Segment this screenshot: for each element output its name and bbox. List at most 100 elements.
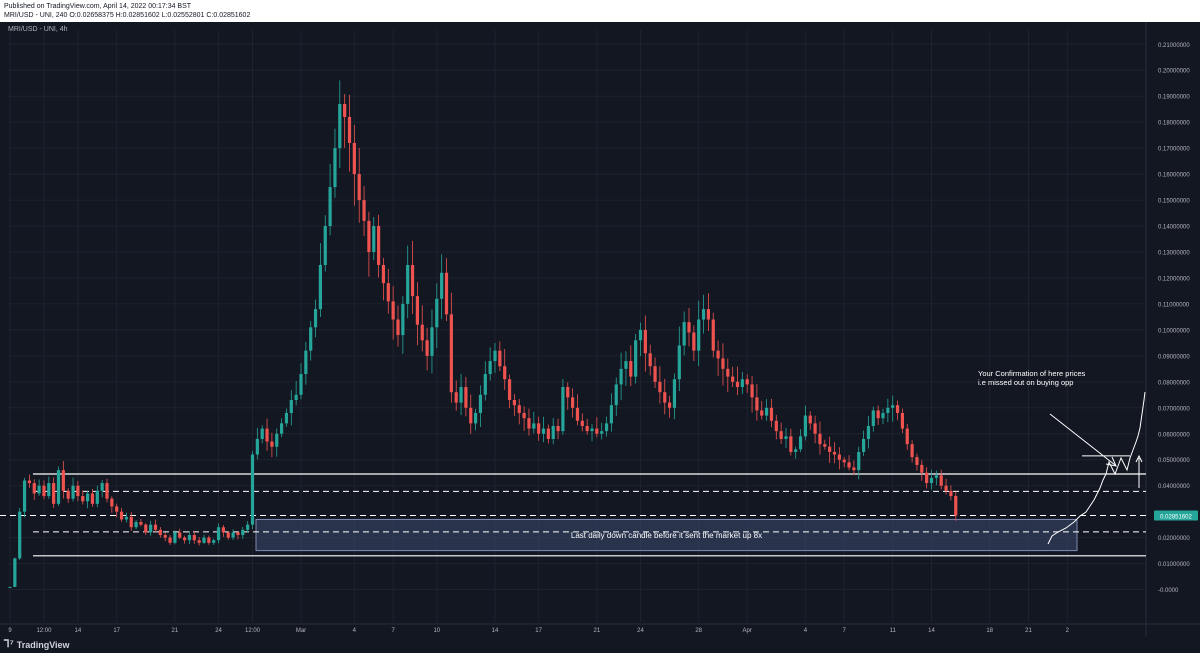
x-tick-label: 21	[1025, 628, 1032, 634]
candle-body	[852, 467, 856, 471]
candle-body	[76, 485, 80, 497]
candle-body	[512, 400, 516, 406]
candle-body	[440, 272, 444, 299]
candle-body	[265, 428, 269, 442]
y-tick-label: 0.17000000	[1158, 147, 1190, 153]
candle-body	[895, 405, 900, 413]
x-tick-label: 28	[695, 628, 702, 634]
candle-body	[517, 405, 521, 413]
candle-body	[192, 535, 196, 541]
candle-body	[226, 532, 230, 538]
candle-body	[410, 264, 415, 297]
tradingview-logo[interactable]: ⅂⁷ TradingView	[4, 637, 70, 653]
x-tick-label: 21	[172, 628, 179, 634]
candle-body	[37, 485, 41, 494]
candle-body	[178, 532, 182, 538]
demand-zone	[255, 518, 1078, 552]
y-tick-label: 0.02000000	[1158, 536, 1190, 542]
candle-body	[8, 586, 12, 588]
candle-body	[726, 368, 730, 377]
candle-body	[735, 381, 740, 388]
candle-body	[158, 529, 162, 536]
y-tick-label: 0.05000000	[1158, 458, 1190, 464]
candle-body	[823, 444, 827, 447]
candle-body	[56, 470, 61, 504]
candle-body	[357, 174, 361, 201]
candle-body	[246, 524, 250, 530]
candle-body	[668, 402, 672, 408]
candle-body	[144, 524, 148, 533]
candle-body	[653, 366, 657, 382]
candle-body	[944, 485, 948, 491]
y-tick-label: 0.11000000	[1158, 302, 1190, 308]
candle-body	[905, 428, 909, 445]
y-tick-label: 0.10000000	[1158, 328, 1190, 334]
candle-body	[808, 415, 812, 424]
candle-body	[100, 483, 104, 491]
candle-body	[954, 496, 958, 516]
candle-body	[415, 296, 419, 325]
candle-body	[507, 379, 512, 400]
candle-body	[798, 436, 803, 450]
candle-body	[372, 226, 376, 252]
candle-body	[27, 480, 31, 484]
candle-body	[42, 485, 46, 497]
candle-body	[90, 493, 95, 504]
x-tick-label: 4	[804, 628, 808, 634]
candle-body	[396, 319, 400, 336]
candle-body	[624, 361, 628, 369]
candle-body	[551, 425, 555, 439]
candle-body	[124, 516, 128, 520]
chart-panel[interactable]: Last daily down candle before it sent th…	[0, 22, 1200, 637]
candle-body	[435, 298, 439, 328]
candle-body	[779, 431, 783, 439]
candle-body	[857, 451, 861, 471]
x-tick-label: 24	[215, 628, 222, 634]
candle-body	[425, 340, 429, 356]
candle-body	[706, 309, 710, 320]
brand-name: TradingView	[16, 640, 70, 650]
candle-body	[119, 511, 124, 520]
annotation-arrowhead	[1105, 456, 1117, 467]
candle-body	[750, 384, 754, 398]
candle-body	[52, 483, 56, 504]
candle-body	[406, 264, 410, 304]
candle-body	[255, 438, 259, 455]
candle-body	[803, 415, 807, 437]
x-tick-label: 7	[843, 628, 847, 634]
candle-body	[891, 405, 895, 408]
candle-body	[760, 410, 764, 416]
candle-body	[716, 350, 720, 359]
candle-body	[556, 425, 560, 432]
x-tick-label: 14	[492, 628, 499, 634]
candle-body	[168, 537, 172, 543]
candle-body	[493, 350, 497, 362]
candle-body	[449, 314, 453, 393]
candle-body	[634, 340, 638, 377]
y-tick-label: 0.09000000	[1158, 354, 1190, 360]
candle-body	[129, 516, 133, 528]
candle-body	[677, 345, 681, 380]
candle-body	[648, 353, 652, 367]
candle-body	[313, 309, 318, 328]
candle-body	[202, 537, 206, 543]
x-tick-label: 12:00	[36, 628, 52, 634]
candle-body	[672, 379, 677, 408]
symbol-label: MRI/USD - UNI, 4h	[8, 26, 68, 33]
candle-body	[842, 459, 846, 463]
candle-body	[61, 470, 65, 491]
candle-body	[765, 407, 769, 416]
candle-body	[784, 436, 788, 439]
y-tick-label: 0.04000000	[1158, 484, 1190, 490]
candle-body	[139, 522, 143, 525]
candle-body	[338, 104, 342, 149]
candle-body	[546, 428, 550, 439]
zone-label: Last daily down candle before it sent th…	[571, 531, 762, 540]
candle-body	[910, 444, 914, 458]
candle-body	[561, 387, 565, 432]
candle-body	[828, 446, 832, 452]
last-price-tag	[1154, 510, 1198, 521]
candle-body	[663, 392, 667, 403]
candle-body	[866, 425, 871, 439]
price-chart[interactable]: Last daily down candle before it sent th…	[0, 22, 1200, 637]
